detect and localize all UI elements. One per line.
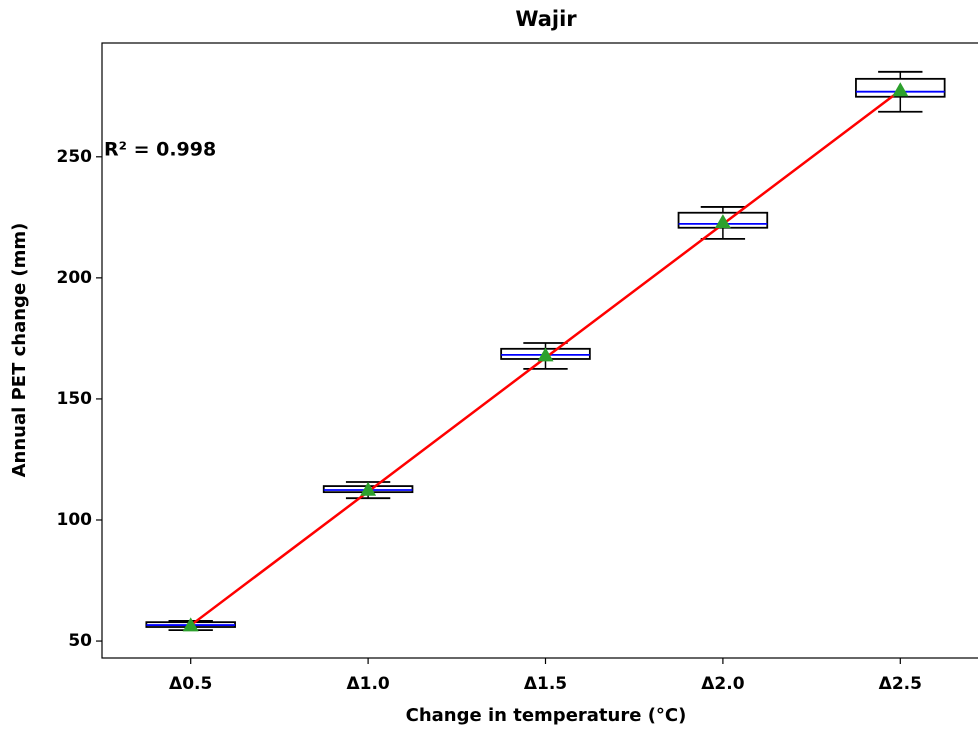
- y-tick-label: 200: [57, 268, 93, 288]
- x-tick-label: Δ0.5: [169, 674, 212, 694]
- y-axis-label: Annual PET change (mm): [9, 223, 30, 478]
- y-tick-label: 250: [57, 147, 93, 167]
- y-tick-label: 50: [68, 631, 92, 651]
- x-tick-label: Δ1.5: [524, 674, 567, 694]
- mean-marker: [537, 347, 554, 362]
- x-tick-label: Δ2.0: [701, 674, 744, 694]
- mean-marker: [182, 617, 199, 632]
- x-tick-label: Δ2.5: [879, 674, 922, 694]
- x-tick-label: Δ1.0: [346, 674, 389, 694]
- mean-marker: [360, 481, 377, 496]
- x-axis-label: Change in temperature (°C): [406, 705, 687, 726]
- y-tick-label: 100: [57, 510, 93, 530]
- chart-title: Wajir: [515, 7, 577, 31]
- mean-marker: [714, 214, 731, 229]
- mean-marker: [892, 82, 909, 97]
- annotation: R² = 0.998: [104, 139, 216, 161]
- y-tick-label: 150: [57, 389, 93, 409]
